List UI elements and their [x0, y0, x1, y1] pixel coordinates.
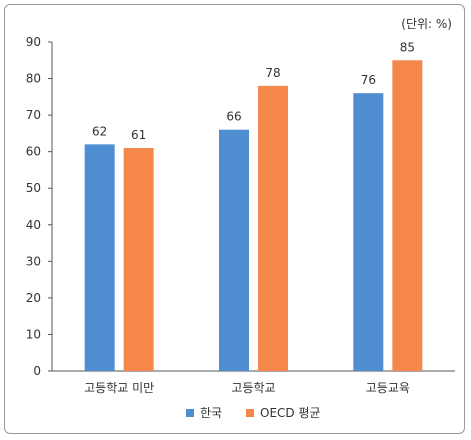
data-label: 66	[226, 110, 241, 124]
y-tick-label: 80	[26, 72, 41, 86]
x-category-label: 고등학교	[231, 381, 275, 395]
y-tick-label: 70	[26, 108, 41, 122]
x-category-label: 고등학교 미만	[84, 381, 154, 395]
unit-label: (단위: %)	[401, 17, 452, 31]
data-label: 78	[265, 66, 280, 80]
legend-label: OECD 평균	[260, 406, 321, 420]
bar-korea-2	[353, 93, 384, 371]
bar-korea-1	[219, 129, 249, 371]
y-tick-label: 60	[26, 145, 41, 159]
legend-swatch	[246, 409, 254, 417]
y-tick-label: 10	[26, 327, 41, 341]
bars: 62 61 66 78 76 85	[84, 40, 423, 372]
data-label: 61	[131, 128, 146, 142]
bar-oecd-average-0	[123, 148, 154, 371]
data-label: 76	[361, 73, 376, 87]
data-label: 62	[92, 124, 107, 138]
y-tick-label: 50	[26, 181, 41, 195]
x-axis: 고등학교 미만 고등학교 고등교육	[52, 370, 455, 395]
bar-oecd-average-2	[392, 60, 423, 372]
bar-korea-0	[84, 144, 115, 371]
y-tick-label: 40	[26, 218, 41, 232]
legend-label: 한국	[200, 406, 222, 420]
x-category-label: 고등교육	[366, 381, 410, 395]
legend: 한국 OECD 평균	[186, 406, 321, 420]
y-axis: 0 10 20 30 40 50 60 70 80 90	[26, 35, 53, 378]
data-label: 85	[400, 40, 415, 54]
y-tick-label: 0	[33, 364, 41, 378]
bar-oecd-average-1	[258, 85, 288, 371]
y-tick-label: 20	[26, 291, 41, 305]
y-tick-label: 90	[26, 35, 41, 49]
y-tick-label: 30	[26, 254, 41, 268]
legend-swatch	[186, 409, 194, 417]
